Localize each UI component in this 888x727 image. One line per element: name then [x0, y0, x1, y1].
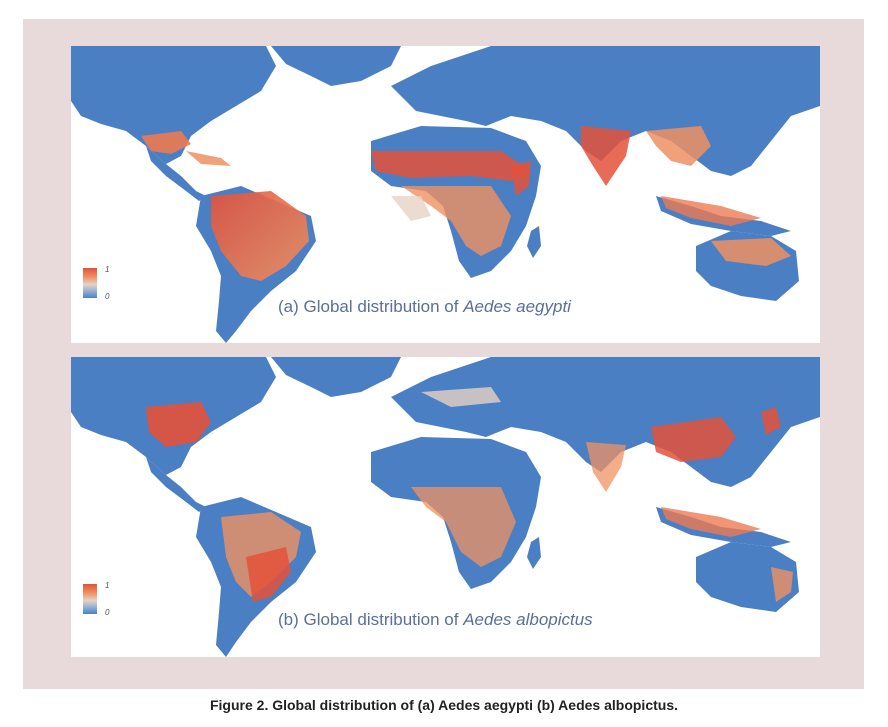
hotspot-central-africa — [401, 186, 511, 256]
greenland — [271, 357, 401, 397]
hotspot-central-africa — [411, 487, 516, 567]
central-america — [146, 457, 206, 512]
world-map-aegypti — [71, 46, 820, 343]
hotspot-south-america — [211, 191, 309, 281]
madagascar — [527, 537, 541, 569]
hotspot-caribbean — [186, 151, 231, 166]
panel-title-prefix: (a) Global distribution of — [278, 297, 464, 316]
legend-color-ramp — [83, 268, 97, 298]
hotspot-india — [586, 442, 626, 492]
legend-color-ramp — [83, 584, 97, 614]
hotspot-eastern-usa — [146, 402, 211, 447]
hotspot-east-australia — [771, 567, 793, 602]
hotspot-north-australia — [711, 238, 791, 266]
legend-min-label: 0 — [105, 292, 110, 301]
greenland — [271, 46, 401, 86]
legend-aegypti: 1 0 — [83, 265, 110, 301]
map-panel-aegypti: 1 0 (a) Global distribution of Aedes aeg… — [71, 46, 820, 343]
hotspot-indonesia — [661, 507, 761, 537]
hotspot-horn-of-africa — [511, 161, 531, 196]
panel-title-aegypti: (a) Global distribution of Aedes aegypti — [278, 297, 571, 317]
hotspot-southeast-brazil — [246, 547, 291, 602]
legend-max-label: 1 — [105, 581, 110, 590]
hotspot-japan — [761, 407, 781, 435]
panel-title-albopictus: (b) Global distribution of Aedes albopic… — [278, 610, 593, 630]
figure-frame: 1 0 (a) Global distribution of Aedes aeg… — [23, 19, 864, 689]
madagascar — [527, 226, 541, 258]
hotspot-india — [581, 126, 631, 186]
eurasia — [391, 46, 820, 176]
species-name: Aedes aegypti — [463, 297, 571, 316]
hotspot-gulf — [141, 131, 191, 154]
map-panel-albopictus: 1 0 (b) Global distribution of Aedes alb… — [71, 357, 820, 657]
australia — [696, 542, 799, 612]
legend-min-label: 0 — [105, 608, 110, 617]
central-america — [146, 146, 206, 201]
north-america — [71, 46, 276, 164]
hotspot-sahel — [371, 151, 531, 181]
legend-max-label: 1 — [105, 265, 110, 274]
panel-title-prefix: (b) Global distribution of — [278, 610, 464, 629]
hotspot-southeast-asia — [646, 126, 711, 166]
hotspot-mediterranean — [421, 387, 501, 407]
hotspot-indonesia — [661, 196, 761, 226]
transition-band — [391, 196, 431, 221]
hotspot-china — [651, 417, 736, 462]
species-name: Aedes albopictus — [463, 610, 593, 629]
legend-albopictus: 1 0 — [83, 581, 110, 617]
world-map-albopictus — [71, 357, 820, 657]
figure-caption: Figure 2. Global distribution of (a) Aed… — [209, 697, 678, 713]
